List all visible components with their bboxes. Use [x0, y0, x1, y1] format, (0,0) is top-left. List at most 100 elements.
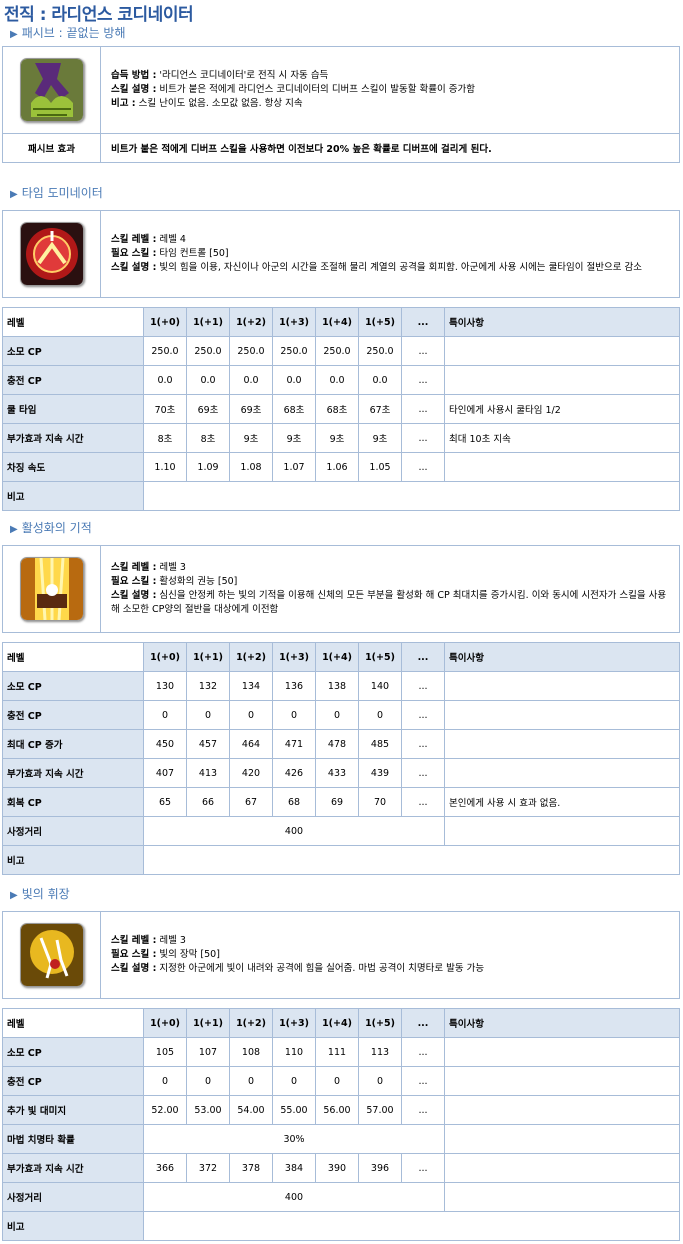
- table-cell: 250.0: [359, 337, 402, 366]
- table-row: 충전 CP 0 0 0 0 0 0...: [3, 1067, 680, 1096]
- table-cell: 134: [230, 672, 273, 701]
- col-header: 레벨: [3, 643, 144, 672]
- table-cell: ...: [402, 701, 445, 730]
- col-header: ...: [402, 308, 445, 337]
- table-cell: ...: [402, 1067, 445, 1096]
- table-cell: 110: [273, 1038, 316, 1067]
- row-label: 마법 치명타 확률: [3, 1125, 144, 1154]
- col-header: 1(+3): [273, 308, 316, 337]
- table-cell: 450: [144, 730, 187, 759]
- table-cell: [144, 482, 680, 511]
- table-cell: 1.06: [316, 453, 359, 482]
- skill-info-table: 스킬 레벨 : 레벨 4 필요 스킬 : 타임 컨트롤 [50] 스킬 설명 :…: [2, 210, 680, 298]
- row-label: 충전 CP: [3, 366, 144, 395]
- desc-text: 레벨 3: [156, 562, 186, 573]
- desc-text: 활성화의 권능 [50]: [156, 576, 237, 587]
- row-label: 부가효과 지속 시간: [3, 424, 144, 453]
- col-header: 특이사항: [445, 643, 680, 672]
- table-cell: 0: [273, 701, 316, 730]
- table-row: 충전 CP 0 0 0 0 0 0...: [3, 701, 680, 730]
- table-row: 비고: [3, 846, 680, 875]
- desc-text: 비고 :: [111, 98, 136, 109]
- row-label: 충전 CP: [3, 701, 144, 730]
- table-cell: 400: [144, 1183, 445, 1212]
- table-cell: [445, 1183, 680, 1212]
- table-cell: 본인에게 사용 시 효과 없음.: [445, 788, 680, 817]
- desc-text: 스킬 레벨 :: [111, 935, 156, 946]
- table-cell: 396: [359, 1154, 402, 1183]
- desc-line: 비고 : 스킬 난이도 없음. 소모값 없음. 항상 지속: [111, 97, 669, 111]
- row-label: 비고: [3, 482, 144, 511]
- col-header: 1(+1): [187, 643, 230, 672]
- col-header: 1(+3): [273, 1009, 316, 1038]
- table-cell: 0.0: [144, 366, 187, 395]
- table-cell: 1.10: [144, 453, 187, 482]
- table-cell: ...: [402, 672, 445, 701]
- table-row: 마법 치명타 확률 30%: [3, 1125, 680, 1154]
- page-title: 전직 : 라디언스 코디네이터: [4, 0, 193, 25]
- table-row: 사정거리 400: [3, 1183, 680, 1212]
- col-header: 1(+5): [359, 1009, 402, 1038]
- table-cell: ...: [402, 730, 445, 759]
- table-cell: [445, 1038, 680, 1067]
- table-row: 사정거리 400: [3, 817, 680, 846]
- table-cell: 439: [359, 759, 402, 788]
- table-cell: 407: [144, 759, 187, 788]
- table-cell: [445, 1125, 680, 1154]
- passive-table: 습득 방법 : '라디언스 코디네이터'로 전직 시 자동 습득 스킬 설명 :…: [2, 46, 680, 163]
- table-cell: ...: [402, 759, 445, 788]
- triangle-icon: ▶: [10, 890, 18, 901]
- col-header: 특이사항: [445, 1009, 680, 1038]
- table-cell: [445, 366, 680, 395]
- table-cell: 471: [273, 730, 316, 759]
- col-header: 특이사항: [445, 308, 680, 337]
- desc-text: 타임 도미네이터: [22, 186, 103, 200]
- col-header: ...: [402, 643, 445, 672]
- table-cell: [445, 701, 680, 730]
- table-cell: 113: [359, 1038, 402, 1067]
- table-row: 소모 CP 105 107 108 110 111 113...: [3, 1038, 680, 1067]
- table-cell: ...: [402, 337, 445, 366]
- table-cell: 53.00: [187, 1096, 230, 1125]
- table-cell: 0.0: [273, 366, 316, 395]
- table-cell: ...: [402, 1154, 445, 1183]
- table-cell: 70: [359, 788, 402, 817]
- skill-icon-cell: [3, 912, 101, 999]
- table-cell: 420: [230, 759, 273, 788]
- col-header: 1(+0): [144, 643, 187, 672]
- time-dominator-icon: [20, 222, 84, 286]
- desc-line: 스킬 설명 : 빛의 힘을 이용, 자신이나 아군의 시간을 조절해 물리 계열…: [111, 261, 669, 275]
- col-header: 레벨: [3, 308, 144, 337]
- desc-text: 스킬 설명 :: [111, 84, 156, 95]
- table-cell: 1.07: [273, 453, 316, 482]
- table-cell: 250.0: [316, 337, 359, 366]
- table-cell: ...: [402, 424, 445, 453]
- table-cell: 1.09: [187, 453, 230, 482]
- table-cell: 413: [187, 759, 230, 788]
- table-cell: 9초: [359, 424, 402, 453]
- table-cell: 378: [230, 1154, 273, 1183]
- table-cell: 136: [273, 672, 316, 701]
- table-cell: 9초: [230, 424, 273, 453]
- table-cell: 426: [273, 759, 316, 788]
- table-row: 소모 CP 130 132 134 136 138 140...: [3, 672, 680, 701]
- table-cell: [445, 759, 680, 788]
- table-cell: 69초: [230, 395, 273, 424]
- table-cell: 67: [230, 788, 273, 817]
- level-table: 레벨 1(+0) 1(+1) 1(+2) 1(+3) 1(+4) 1(+5) .…: [2, 642, 680, 875]
- table-cell: 0.0: [316, 366, 359, 395]
- table-row: 비고: [3, 1212, 680, 1241]
- table-cell: 400: [144, 817, 445, 846]
- desc-text: 필요 스킬 :: [111, 576, 156, 587]
- table-cell: [445, 1154, 680, 1183]
- desc-line: 필요 스킬 : 빛의 장막 [50]: [111, 948, 669, 962]
- table-cell: 68초: [316, 395, 359, 424]
- table-row: 부가효과 지속 시간 407 413 420 426 433 439...: [3, 759, 680, 788]
- desc-text: 타임 컨트롤 [50]: [156, 248, 228, 259]
- row-label: 비고: [3, 1212, 144, 1241]
- table-cell: 132: [187, 672, 230, 701]
- row-label: 소모 CP: [3, 1038, 144, 1067]
- desc-line: 습득 방법 : '라디언스 코디네이터'로 전직 시 자동 습득: [111, 69, 669, 83]
- table-cell: 56.00: [316, 1096, 359, 1125]
- desc-text: 빛의 장막 [50]: [156, 949, 220, 960]
